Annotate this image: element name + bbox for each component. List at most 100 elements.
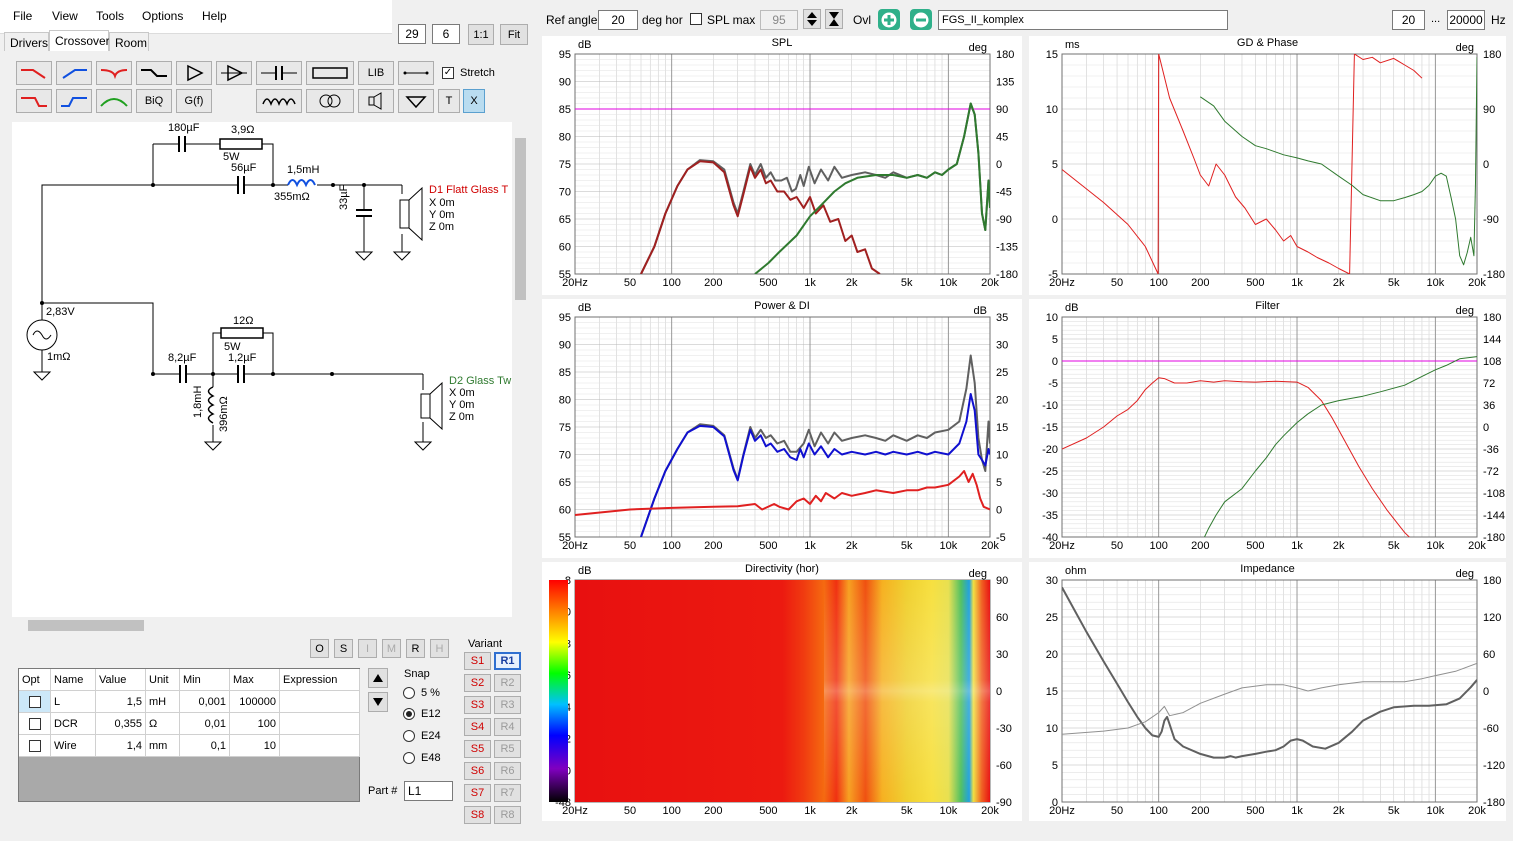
variant-s3-button[interactable]: S3 — [464, 696, 491, 714]
delete-button[interactable]: X — [463, 89, 485, 113]
vertical-scroll-thumb[interactable] — [515, 138, 526, 300]
part-number-input[interactable]: L1 — [404, 781, 453, 801]
cell-value[interactable]: 1,4 — [96, 735, 146, 757]
zoom-1to1-button[interactable]: 1:1 — [468, 24, 494, 45]
grid — [1061, 53, 1478, 275]
notch-button[interactable] — [96, 61, 132, 85]
tab-drivers[interactable]: Drivers — [4, 32, 49, 51]
add-overlay-button[interactable] — [878, 9, 900, 30]
variant-s2-button[interactable]: S2 — [464, 674, 491, 692]
shelf-button[interactable] — [136, 61, 172, 85]
menu-help[interactable]: Help — [202, 9, 227, 23]
snap-5pct-radio[interactable] — [403, 687, 415, 699]
cell-expression[interactable] — [280, 691, 360, 713]
lowpass-1-button[interactable] — [16, 61, 52, 85]
transformer-button[interactable] — [306, 89, 354, 113]
highpass-1-button[interactable] — [56, 61, 92, 85]
table-row[interactable] — [19, 691, 51, 713]
cell-max[interactable]: 10 — [230, 735, 280, 757]
menu-file[interactable]: File — [13, 9, 33, 23]
wire-button[interactable] — [398, 61, 434, 85]
spl-max-checkbox[interactable] — [690, 13, 702, 25]
variant-r5-button[interactable]: R5 — [494, 740, 521, 758]
opt-o-button[interactable]: O — [310, 639, 329, 658]
sound-power-curve — [640, 393, 990, 537]
driver-button[interactable] — [358, 89, 394, 113]
resistor-button[interactable] — [306, 61, 354, 85]
amplifier-button[interactable] — [176, 61, 212, 85]
table-row[interactable] — [19, 735, 51, 757]
zoom-value-a[interactable]: 29 — [398, 24, 426, 44]
tab-crossover[interactable]: Crossover — [49, 30, 110, 51]
highpass-2-button[interactable] — [56, 89, 92, 113]
zoom-value-b[interactable]: 6 — [432, 24, 460, 44]
row-opt-checkbox[interactable] — [29, 718, 41, 730]
move-up-button[interactable] — [368, 668, 388, 688]
gf-button[interactable]: G(f) — [176, 89, 212, 113]
spl-fit-button[interactable] — [825, 9, 843, 29]
cell-min[interactable]: 0,01 — [180, 713, 230, 735]
text-button[interactable]: T — [438, 89, 460, 113]
stretch-checkbox[interactable]: ✓ — [442, 67, 454, 79]
snap-e12-radio[interactable] — [403, 708, 415, 720]
variant-r6-button[interactable]: R6 — [494, 762, 521, 780]
variant-s7-button[interactable]: S7 — [464, 784, 491, 802]
menu-tools[interactable]: Tools — [96, 9, 125, 23]
biquad-button[interactable]: BiQ — [136, 89, 172, 113]
variant-r7-button[interactable]: R7 — [494, 784, 521, 802]
freq-min-input[interactable]: 20 — [1392, 10, 1425, 30]
opt-h-button[interactable]: H — [430, 639, 449, 658]
lowpass-2-button[interactable] — [16, 89, 52, 113]
opt-r-button[interactable]: R — [406, 639, 425, 658]
capacitor-button[interactable] — [256, 61, 302, 85]
library-button[interactable]: LIB — [358, 61, 394, 85]
schematic-vertical-scrollbar[interactable] — [513, 122, 528, 617]
right-unit-label: deg — [1456, 305, 1474, 317]
cell-value[interactable]: 0,355 — [96, 713, 146, 735]
variant-r4-button[interactable]: R4 — [494, 718, 521, 736]
spl-max-input[interactable]: 95 — [760, 10, 798, 30]
variant-r8-button[interactable]: R8 — [494, 806, 521, 824]
snap-e24-radio[interactable] — [403, 730, 415, 742]
ground-button[interactable] — [398, 89, 434, 113]
snap-e48-radio[interactable] — [403, 752, 415, 764]
cell-max[interactable]: 100000 — [230, 691, 280, 713]
variant-r1-button[interactable]: R1 — [494, 652, 521, 670]
variant-r3-button[interactable]: R3 — [494, 696, 521, 714]
row-opt-checkbox[interactable] — [29, 740, 41, 752]
menu-view[interactable]: View — [52, 9, 78, 23]
variant-s4-button[interactable]: S4 — [464, 718, 491, 736]
table-row[interactable] — [19, 713, 51, 735]
freq-max-input[interactable]: 20000 — [1447, 10, 1485, 30]
cell-min[interactable]: 0,1 — [180, 735, 230, 757]
cell-expression[interactable] — [280, 735, 360, 757]
variant-s1-button[interactable]: S1 — [464, 652, 491, 670]
row-opt-checkbox[interactable] — [29, 696, 41, 708]
move-down-button[interactable] — [368, 692, 388, 712]
variant-s5-button[interactable]: S5 — [464, 740, 491, 758]
variant-r2-button[interactable]: R2 — [494, 674, 521, 692]
menu-options[interactable]: Options — [142, 9, 184, 23]
cell-value[interactable]: 1,5 — [96, 691, 146, 713]
schematic-horizontal-scrollbar[interactable] — [12, 617, 512, 634]
opt-s-button[interactable]: S — [334, 639, 353, 658]
spl-spin-button[interactable] — [803, 9, 821, 29]
bandpass-button[interactable] — [96, 89, 132, 113]
cell-max[interactable]: 100 — [230, 713, 280, 735]
cell-min[interactable]: 0,001 — [180, 691, 230, 713]
x-tick-label: 500 — [759, 277, 777, 289]
horizontal-scroll-thumb[interactable] — [28, 620, 144, 631]
zoom-fit-button[interactable]: Fit — [500, 24, 528, 45]
ref-angle-input[interactable]: 20 — [598, 10, 638, 30]
schematic-canvas[interactable]: 180µF 3,9Ω 5W 56µF 1,5mH 355mΩ 33µF D1 F… — [12, 122, 512, 617]
tab-room[interactable]: Room — [109, 32, 149, 51]
opt-m-button[interactable]: M — [382, 639, 401, 658]
cell-expression[interactable] — [280, 713, 360, 735]
remove-overlay-button[interactable] — [910, 9, 932, 30]
variant-s8-button[interactable]: S8 — [464, 806, 491, 824]
opt-i-button[interactable]: I — [358, 639, 377, 658]
variant-s6-button[interactable]: S6 — [464, 762, 491, 780]
inductor-button[interactable] — [256, 89, 302, 113]
buffer-button[interactable] — [216, 61, 252, 85]
project-name-input[interactable]: FGS_II_komplex — [938, 10, 1228, 30]
